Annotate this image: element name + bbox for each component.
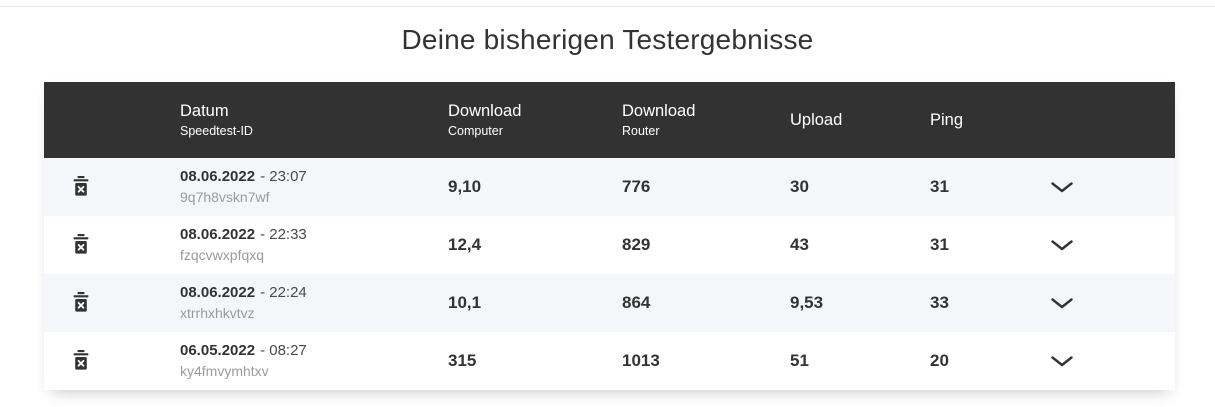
upload-value: 30 [790, 177, 809, 196]
download-router-value: 776 [622, 177, 651, 196]
delete-result-button[interactable] [70, 290, 92, 314]
header-download-computer-label: Download [448, 102, 522, 121]
header-upload: Upload [790, 111, 930, 129]
delete-result-button[interactable] [70, 174, 92, 198]
download-computer-value: 9,10 [448, 177, 482, 196]
chevron-down-icon [1051, 239, 1073, 250]
page-title: Deine bisherigen Testergebnisse [401, 24, 814, 55]
download-computer-value: 10,1 [448, 293, 482, 312]
table-header-row: Datum Speedtest-ID Download Computer Dow… [44, 82, 1175, 158]
header-speedtest-id-label: Speedtest-ID [180, 124, 253, 139]
header-download-router: Download Router [622, 102, 790, 138]
ping-value: 33 [930, 293, 949, 312]
header-datum-label: Datum [180, 102, 229, 121]
download-computer-value: 12,4 [448, 235, 482, 254]
upload-value: 51 [790, 351, 809, 370]
table-row: 08.06.2022- 22:33 fzqcvwxpfqxq 12,4 829 … [44, 216, 1175, 274]
upload-value: 9,53 [790, 293, 824, 312]
chevron-down-icon [1051, 181, 1073, 192]
ping-value: 31 [930, 177, 949, 196]
speedtest-id: 9q7h8vskn7wf [180, 189, 270, 206]
download-router-value: 864 [622, 293, 651, 312]
trash-icon [73, 175, 89, 196]
result-time: - 08:27 [260, 342, 307, 360]
table-row: 06.05.2022- 08:27 ky4fmvymhtxv 315 1013 … [44, 332, 1175, 390]
result-date-line: 08.06.2022- 23:07 [180, 168, 448, 186]
download-router-value: 1013 [622, 351, 660, 370]
result-time: - 22:24 [260, 284, 307, 302]
header-ping-label: Ping [930, 110, 964, 129]
expand-row-button[interactable] [1042, 288, 1082, 318]
chevron-down-icon [1051, 355, 1073, 366]
result-date-line: 08.06.2022- 22:24 [180, 284, 448, 302]
expand-row-button[interactable] [1042, 230, 1082, 260]
result-time: - 22:33 [260, 226, 307, 244]
header-download-computer-sublabel: Computer [448, 124, 503, 139]
speedtest-id: xtrrhxhkvtvz [180, 305, 255, 322]
result-date: 08.06.2022 [180, 168, 256, 186]
download-computer-value: 315 [448, 351, 477, 370]
results-table: Datum Speedtest-ID Download Computer Dow… [44, 82, 1175, 390]
header-ping: Ping [930, 111, 1040, 129]
ping-value: 20 [930, 351, 949, 370]
trash-icon [73, 349, 89, 370]
ping-value: 31 [930, 235, 949, 254]
result-time: - 23:07 [260, 168, 307, 186]
result-date-line: 06.05.2022- 08:27 [180, 342, 448, 360]
upload-value: 43 [790, 235, 809, 254]
header-datum: Datum Speedtest-ID [180, 102, 448, 138]
result-date: 06.05.2022 [180, 342, 256, 360]
result-date: 08.06.2022 [180, 226, 256, 244]
speedtest-id: fzqcvwxpfqxq [180, 247, 265, 264]
delete-result-button[interactable] [70, 348, 92, 372]
table-row: 08.06.2022- 22:24 xtrrhxhkvtvz 10,1 864 … [44, 274, 1175, 332]
page-top-divider [0, 6, 1215, 7]
table-row: 08.06.2022- 23:07 9q7h8vskn7wf 9,10 776 … [44, 158, 1175, 216]
speedtest-id: ky4fmvymhtxv [180, 363, 269, 380]
header-upload-label: Upload [790, 110, 843, 129]
delete-result-button[interactable] [70, 232, 92, 256]
expand-row-button[interactable] [1042, 346, 1082, 376]
trash-icon [73, 233, 89, 254]
chevron-down-icon [1051, 297, 1073, 308]
header-download-computer: Download Computer [448, 102, 622, 138]
result-date-line: 08.06.2022- 22:33 [180, 226, 448, 244]
trash-icon [73, 291, 89, 312]
expand-row-button[interactable] [1042, 172, 1082, 202]
header-download-router-sublabel: Router [622, 124, 660, 139]
header-download-router-label: Download [622, 102, 696, 121]
result-date: 08.06.2022 [180, 284, 256, 302]
download-router-value: 829 [622, 235, 651, 254]
